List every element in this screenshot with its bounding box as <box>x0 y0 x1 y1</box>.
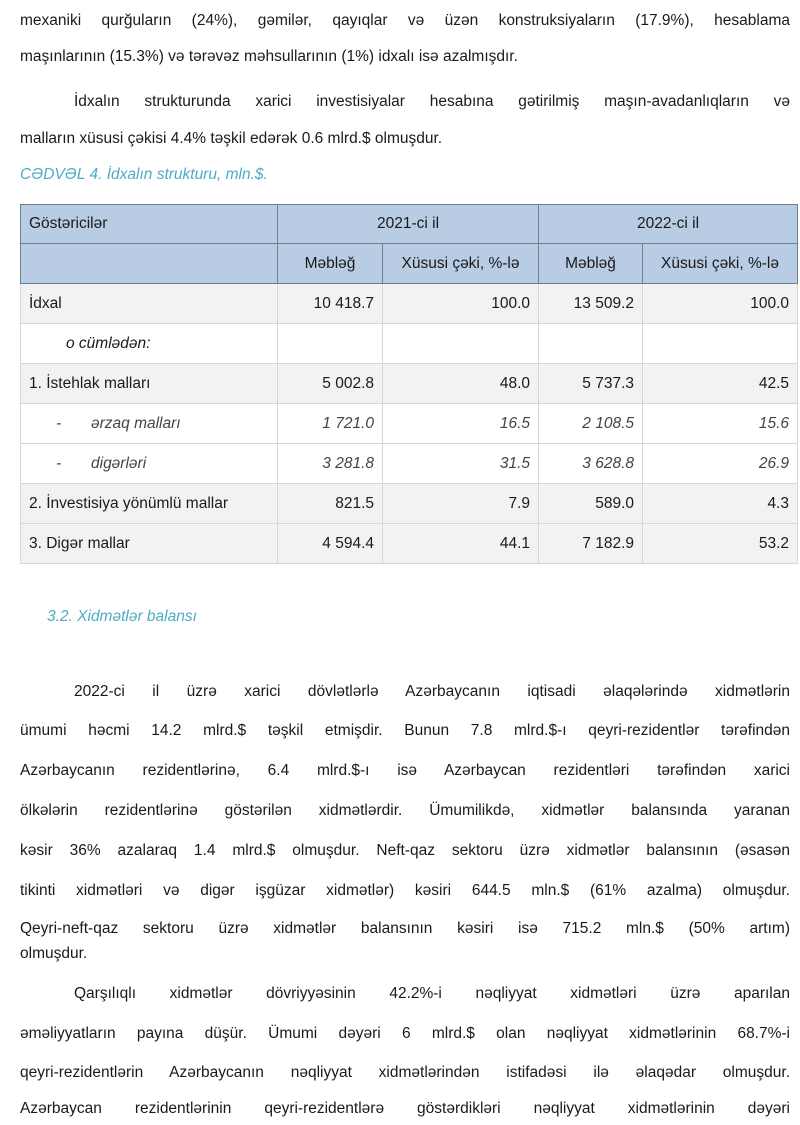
table-cell: 821.5 <box>277 483 383 524</box>
table-cell: 4.3 <box>642 483 798 524</box>
paragraph-line: mexaniki qurğuların (24%), gəmilər, qayı… <box>20 12 790 29</box>
table-cell <box>642 323 798 364</box>
paragraph-line: maşınlarının (15.3%) və tərəvəz məhsulla… <box>20 48 518 65</box>
table-cell: 48.0 <box>382 363 539 404</box>
paragraph-line: İdxalın strukturunda xarici investisiyal… <box>74 93 790 110</box>
row-label-text: digərləri <box>91 454 147 472</box>
header-amount: Məbləğ <box>277 243 383 284</box>
table-cell: 15.6 <box>642 403 798 444</box>
table-row: 3. Digər mallar 4 594.4 44.1 7 182.9 53.2 <box>20 523 798 564</box>
table-cell: 44.1 <box>382 523 539 564</box>
paragraph-line: kəsir 36% azalaraq 1.4 mlrd.$ olmuşdur. … <box>20 842 790 859</box>
table-cell: 3 628.8 <box>538 443 643 484</box>
header-year-2022: 2022-ci il <box>538 204 798 244</box>
table-row: - ərzaq malları 1 721.0 16.5 2 108.5 15.6 <box>20 403 798 444</box>
header-amount: Məbləğ <box>538 243 643 284</box>
paragraph-line: ümumi həcmi 14.2 mlrd.$ təşkil etmişdir.… <box>20 722 790 739</box>
table-row: o cümlədən: <box>20 323 798 364</box>
table-caption: CƏDVƏL 4. İdxalın strukturu, mln.$. <box>20 166 268 183</box>
row-label-text: ərzaq malları <box>91 414 181 432</box>
table-row: 2. İnvestisiya yönümlü mallar 821.5 7.9 589… <box>20 483 798 524</box>
paragraph-line: ölkələrin rezidentlərinə göstərilən xidm… <box>20 802 790 819</box>
table-cell: 1 721.0 <box>277 403 383 444</box>
header-share: Xüsusi çəki, %-lə <box>642 243 798 284</box>
row-label: - ərzaq malları <box>20 403 278 444</box>
table-cell: 5 002.8 <box>277 363 383 404</box>
table-cell: 26.9 <box>642 443 798 484</box>
table-cell <box>277 323 383 364</box>
paragraph-line: 2022-ci il üzrə xarici dövlətlərlə Azərb… <box>74 683 790 700</box>
table-cell <box>382 323 539 364</box>
table-row: İdxal 10 418.7 100.0 13 509.2 100.0 <box>20 283 798 324</box>
paragraph-line: olmuşdur. <box>20 945 88 962</box>
paragraph-line: Qeyri-neft-qaz sektoru üzrə xidmətlər ba… <box>20 920 790 937</box>
header-empty <box>20 243 278 284</box>
header-year-2021: 2021-ci il <box>277 204 539 244</box>
table-cell: 100.0 <box>382 283 539 324</box>
header-share: Xüsusi çəki, %-lə <box>382 243 539 284</box>
header-indicators: Göstəricilər <box>20 204 278 244</box>
paragraph-line: tikinti xidmətləri və digər işgüzar xidm… <box>20 882 790 899</box>
table-row: 1. İstehlak malları 5 002.8 48.0 5 737.3 42.… <box>20 363 798 404</box>
table-cell <box>538 323 643 364</box>
row-label: - digərləri <box>20 443 278 484</box>
import-structure-table: Göstəricilər 2021-ci il 2022-ci il Məblə… <box>20 204 798 564</box>
dash-marker: - <box>56 454 62 472</box>
paragraph-line: Azərbaycanın rezidentlərinə, 6.4 mlrd.$-… <box>20 762 790 779</box>
paragraph-line: malların xüsusi çəkisi 4.4% təşkil edərə… <box>20 130 443 147</box>
table-cell: 7 182.9 <box>538 523 643 564</box>
section-heading: 3.2. Xidmətlər balansı <box>47 608 197 625</box>
table-cell: 10 418.7 <box>277 283 383 324</box>
paragraph-line: əməliyyatların payına düşür. Ümumi dəyər… <box>20 1025 790 1042</box>
table-cell: 53.2 <box>642 523 798 564</box>
table-cell: 7.9 <box>382 483 539 524</box>
table-cell: 5 737.3 <box>538 363 643 404</box>
table-cell: 4 594.4 <box>277 523 383 564</box>
table-cell: 100.0 <box>642 283 798 324</box>
table-cell: 31.5 <box>382 443 539 484</box>
table-cell: 3 281.8 <box>277 443 383 484</box>
paragraph-line: Qarşılıqlı xidmətlər dövriyyəsinin 42.2%… <box>74 985 790 1002</box>
row-label: İdxal <box>20 283 278 324</box>
dash-marker: - <box>56 414 62 432</box>
paragraph-line: Azərbaycan rezidentlərinin qeyri-reziden… <box>20 1100 790 1117</box>
table-cell: 589.0 <box>538 483 643 524</box>
row-label: 1. İstehlak malları <box>20 363 278 404</box>
table-cell: 2 108.5 <box>538 403 643 444</box>
table-cell: 42.5 <box>642 363 798 404</box>
table-cell: 13 509.2 <box>538 283 643 324</box>
row-label: 3. Digər mallar <box>20 523 278 564</box>
table-row: - digərləri 3 281.8 31.5 3 628.8 26.9 <box>20 443 798 484</box>
table-cell: 16.5 <box>382 403 539 444</box>
row-label: 2. İnvestisiya yönümlü mallar <box>20 483 278 524</box>
paragraph-line: qeyri-rezidentlərin Azərbaycanın nəqliyy… <box>20 1064 790 1081</box>
row-label: o cümlədən: <box>20 323 278 364</box>
